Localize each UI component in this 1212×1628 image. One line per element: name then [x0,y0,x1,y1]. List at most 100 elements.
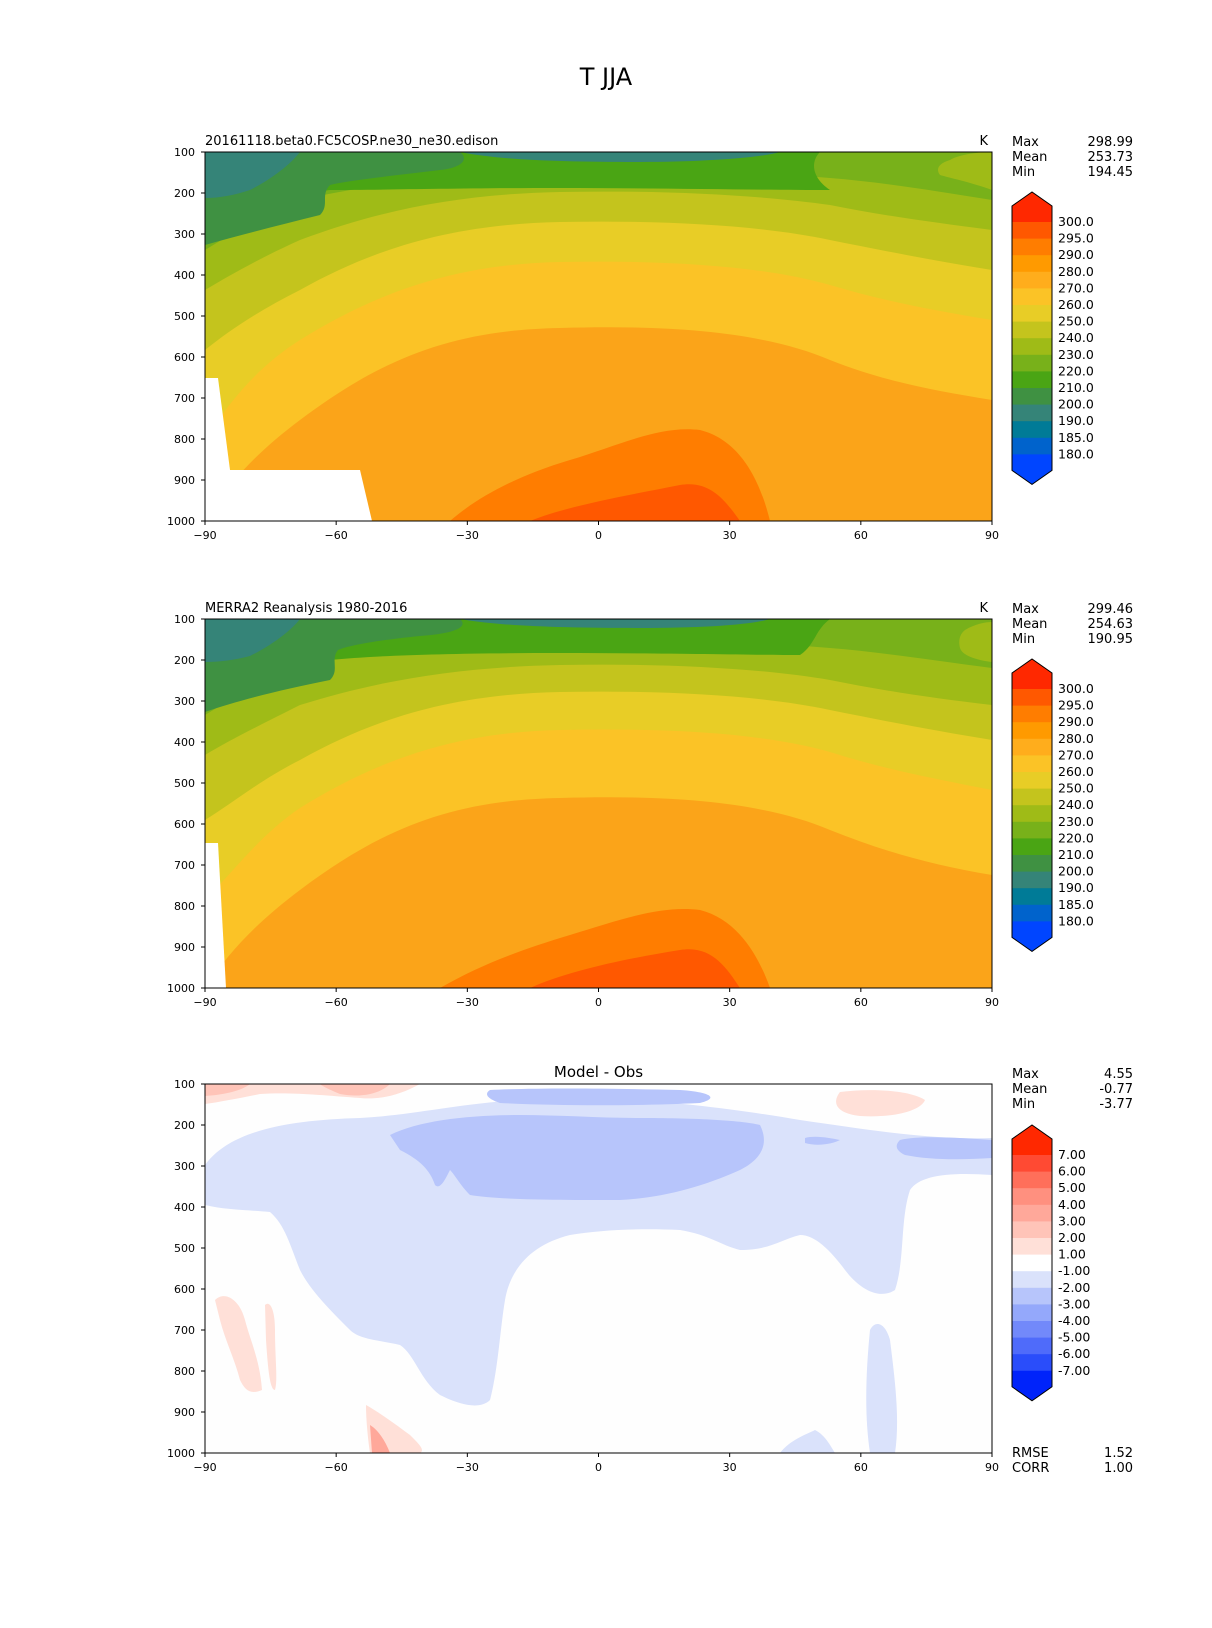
colorbar-segment [1012,904,1052,922]
x-tick-label: 90 [985,996,999,1009]
y-tick-label: 600 [174,351,195,364]
x-tick-label: 0 [595,1461,602,1474]
x-tick-label: 60 [854,529,868,542]
colorbar-segment [1012,1221,1052,1239]
colorbar-tick-label: 5.00 [1058,1180,1086,1195]
colorbar-tick-label: 290.0 [1058,247,1094,262]
y-tick-label: 700 [174,1324,195,1337]
stat-label: Max [1012,1067,1039,1082]
colorbar-segment [1012,888,1052,906]
panel-2-annotations [201,618,1053,992]
y-tick-label: 600 [174,1283,195,1296]
colorbar-tick-label: 185.0 [1058,897,1094,912]
stat-value: 4.55 [1104,1067,1133,1082]
colorbar-segment [1012,855,1052,873]
panel-obs [204,618,993,989]
colorbar-tick-label: 220.0 [1058,830,1094,845]
colorbar-extend-min [1012,1370,1052,1401]
x-tick-label: 30 [723,1461,737,1474]
colorbar-segment [1012,738,1052,756]
colorbar-tick-label: 1.00 [1058,1247,1086,1262]
colorbar [1011,1124,1053,1402]
y-tick-label: 200 [174,187,195,200]
stat-value: 1.00 [1104,1461,1133,1476]
colorbar-tick-label: 280.0 [1058,731,1094,746]
colorbar-outline [1011,1124,1053,1402]
colorbar-tick-label: -2.00 [1058,1280,1090,1295]
colorbar-outline [1011,191,1053,486]
colorbar-tick-label: -1.00 [1058,1263,1090,1278]
stat-label: Min [1012,165,1035,180]
colorbar-segment [1012,1287,1052,1305]
stat-value: 190.95 [1088,632,1134,647]
x-tick-label: −30 [456,996,479,1009]
stat-label: Min [1012,1097,1035,1112]
colorbar-tick-label: -3.00 [1058,1296,1090,1311]
x-tick-label: −60 [325,996,348,1009]
x-tick-label: 30 [723,529,737,542]
colorbar-tick-label: 250.0 [1058,781,1094,796]
colorbar-segment [1012,371,1052,389]
y-tick-label: 400 [174,269,195,282]
y-tick-label: 100 [174,1078,195,1091]
colorbar-tick-label: 260.0 [1058,764,1094,779]
y-tick-label: 900 [174,941,195,954]
colorbar [1011,191,1053,486]
y-tick-label: 200 [174,654,195,667]
colorbar-tick-label: 240.0 [1058,797,1094,812]
model-contour-field [205,152,992,521]
colorbar-segment [1012,288,1052,306]
panel-title: MERRA2 Reanalysis 1980-2016 [205,601,407,616]
stat-label: Mean [1012,617,1047,632]
panel-model [204,151,993,522]
y-tick-label: 600 [174,818,195,831]
colorbar-tick-label: 250.0 [1058,314,1094,329]
y-tick-label: 800 [174,900,195,913]
colorbar-tick-label: -7.00 [1058,1363,1090,1378]
colorbar-tick-label: 180.0 [1058,446,1094,461]
x-tick-label: 60 [854,996,868,1009]
x-tick-label: 60 [854,1461,868,1474]
colorbar-segment [1012,1321,1052,1339]
y-tick-label: 300 [174,695,195,708]
colorbar-segment [1012,1337,1052,1355]
stat-value: -3.77 [1099,1097,1133,1112]
colorbar-segment [1012,871,1052,889]
y-tick-label: 500 [174,777,195,790]
y-tick-label: 300 [174,228,195,241]
panel-title: 20161118.beta0.FC5COSP.ne30_ne30.edison [205,134,498,149]
colorbar-segment [1012,1238,1052,1256]
colorbar [1011,658,1053,953]
colorbar-tick-label: 2.00 [1058,1230,1086,1245]
colorbar-segment [1012,1254,1052,1272]
x-tick-label: 30 [723,996,737,1009]
y-tick-label: 400 [174,1201,195,1214]
colorbar-tick-label: 295.0 [1058,698,1094,713]
colorbar-segment [1012,821,1052,839]
colorbar-tick-label: 240.0 [1058,330,1094,345]
stat-label: Mean [1012,150,1047,165]
colorbar-segment [1012,305,1052,323]
colorbar-tick-label: 200.0 [1058,397,1094,412]
obs-contour-field [205,619,992,988]
colorbar-segment [1012,1204,1052,1222]
colorbar-tick-label: 7.00 [1058,1147,1086,1162]
colorbar-segment [1012,238,1052,256]
colorbar-tick-label: 190.0 [1058,880,1094,895]
y-tick-label: 100 [174,613,195,626]
y-tick-label: 800 [174,433,195,446]
colorbar-tick-label: 230.0 [1058,814,1094,829]
stat-label: CORR [1012,1461,1049,1476]
stat-value: 254.63 [1088,617,1134,632]
x-tick-label: 90 [985,529,999,542]
colorbar-segment [1012,838,1052,856]
colorbar-tick-label: -6.00 [1058,1346,1090,1361]
colorbar-segment [1012,388,1052,406]
y-tick-label: 1000 [167,1447,195,1460]
colorbar-extend-min [1012,921,1052,952]
x-tick-label: −60 [325,529,348,542]
colorbar-segment [1012,805,1052,823]
diff-contour-field [205,1084,992,1453]
colorbar-segment [1012,689,1052,707]
panel-diff [204,1083,993,1454]
